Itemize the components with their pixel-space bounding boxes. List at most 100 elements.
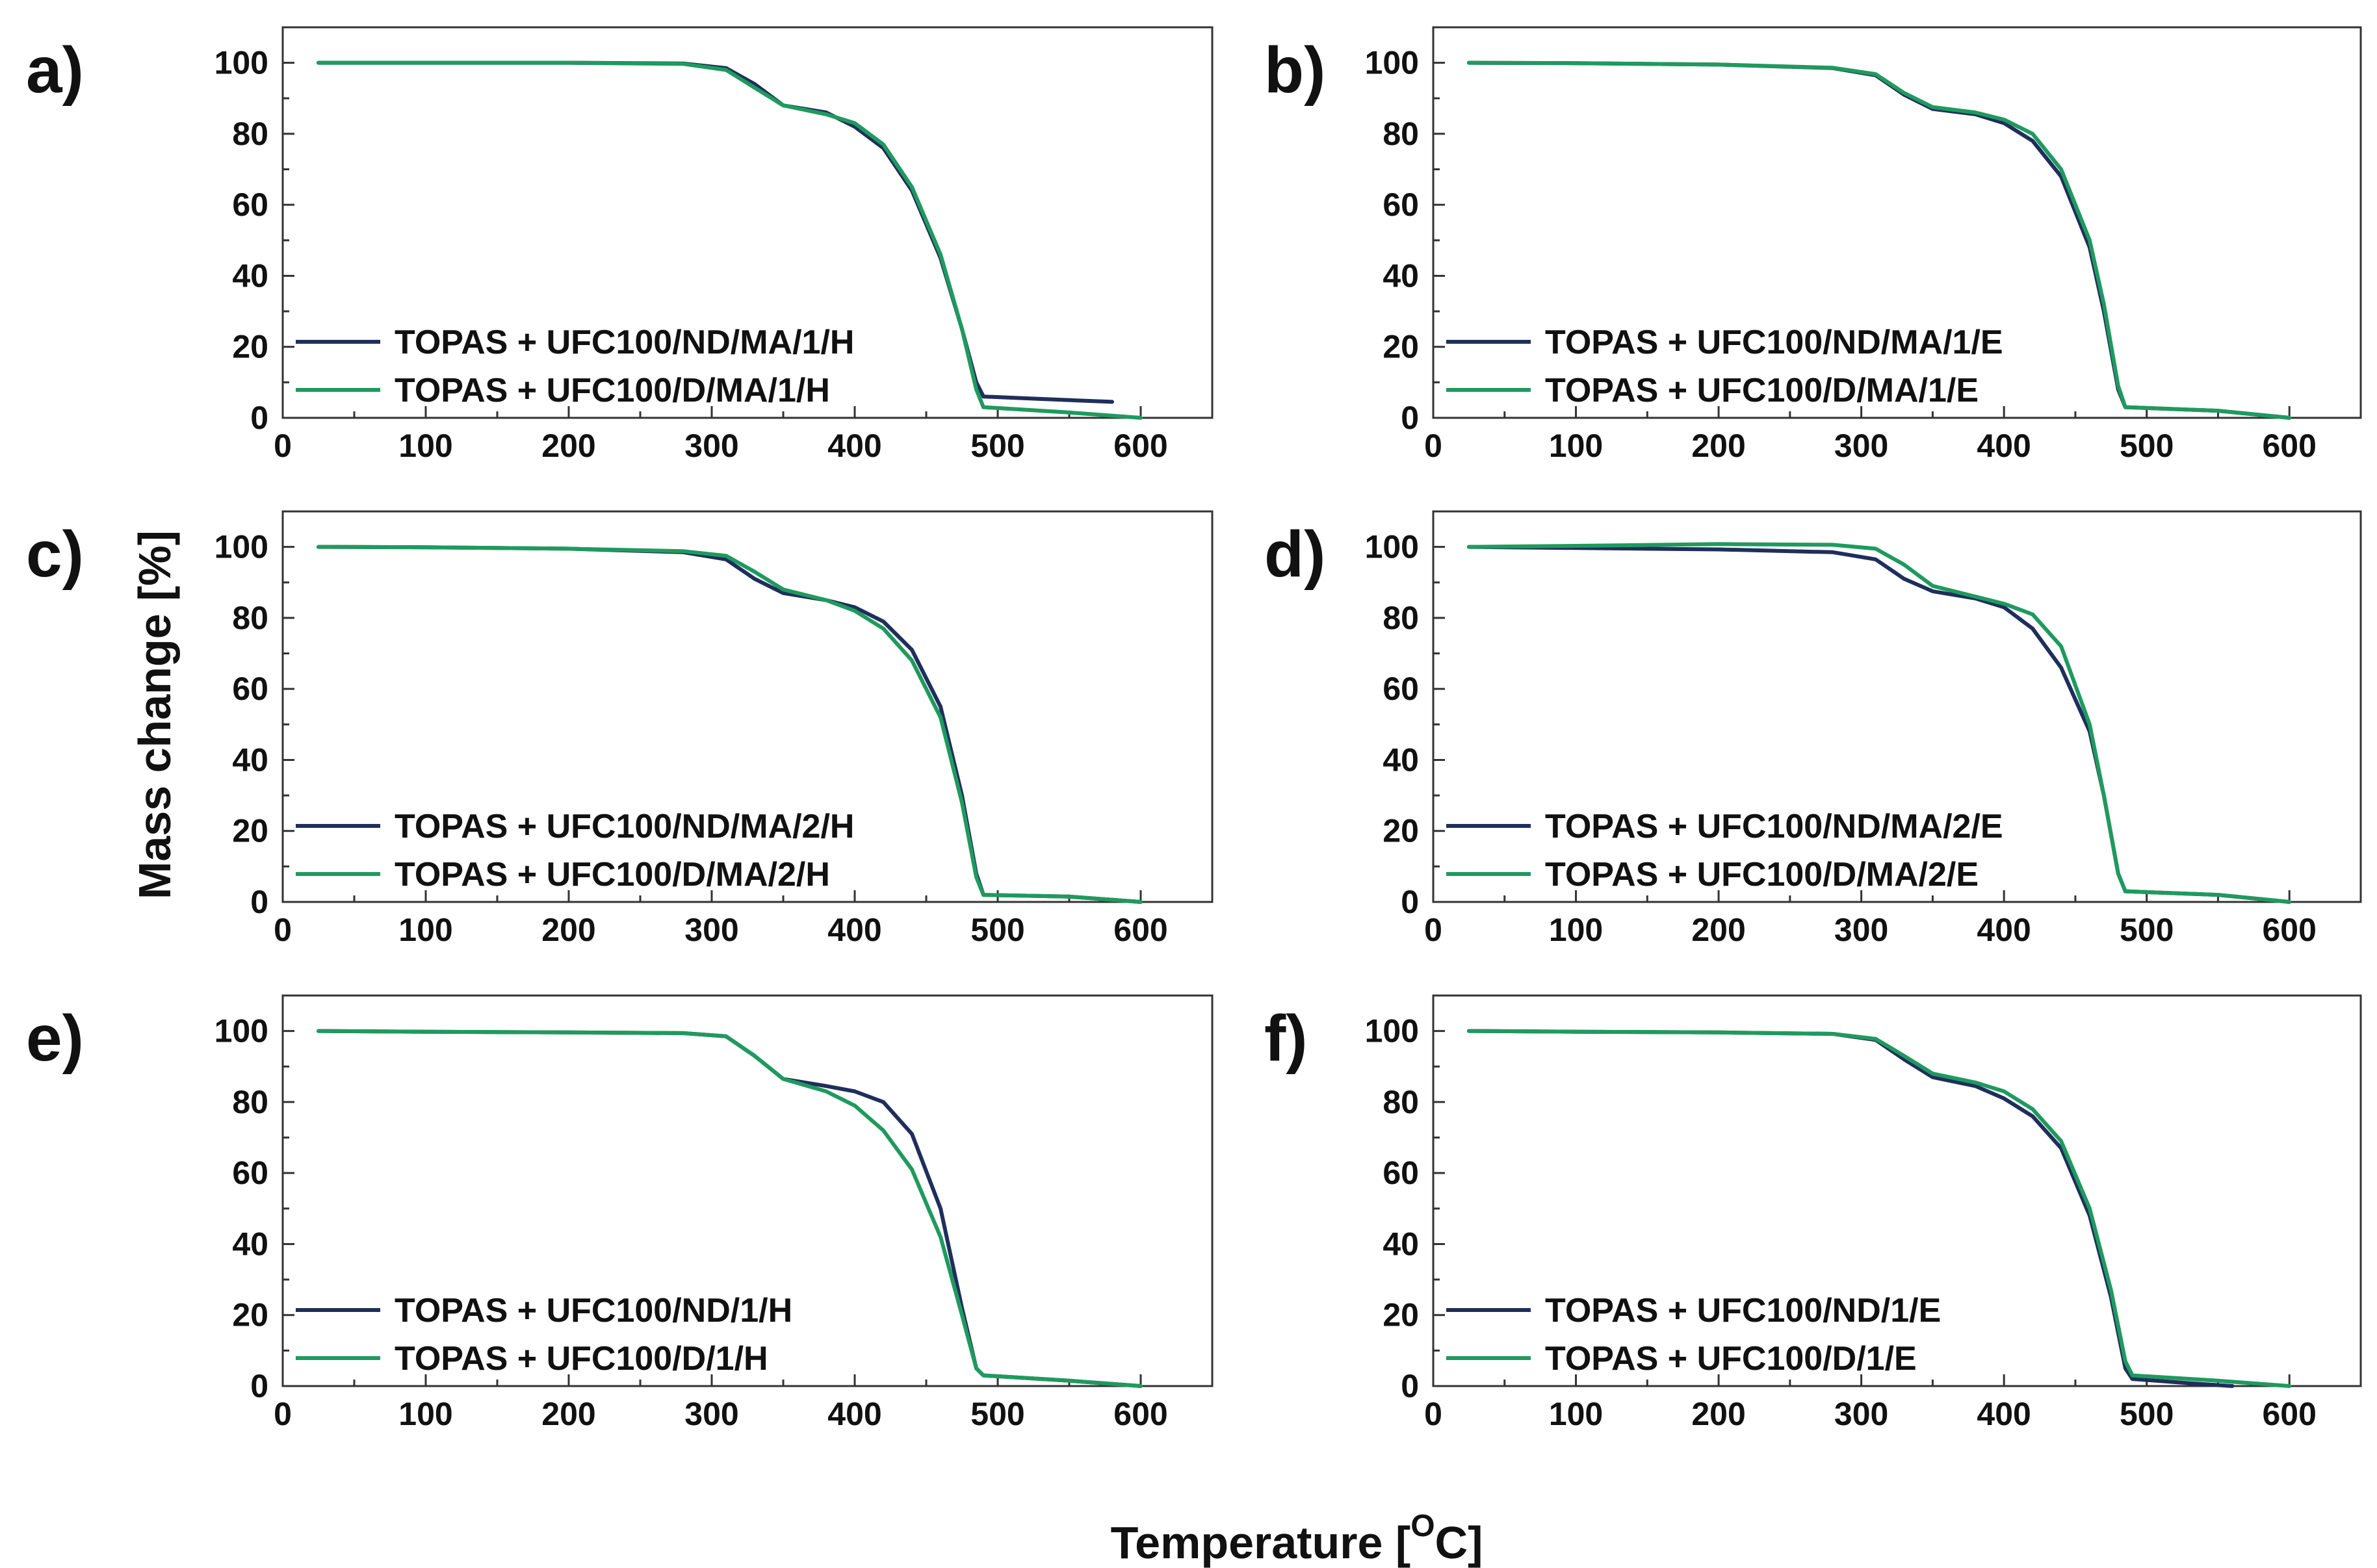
chart-panel-c: c) 0 100 200 300 400 500 600 0 20 40 60 80 100 TOPAS +… [26,510,1214,948]
y-tick-label: 80 [232,600,268,636]
y-tick-label: 20 [1383,813,1419,849]
x-axis-title-main: Temperature [ [1111,1517,1411,1568]
y-tick-label: 60 [1383,1155,1419,1191]
y-tick-label: 80 [1383,116,1419,152]
x-tick-label: 300 [684,912,738,948]
plot-frame [281,26,1214,419]
y-tick-label: 0 [250,1368,268,1404]
x-axis-title-end: C] [1435,1517,1483,1568]
panel-label: d) [1264,518,1325,591]
x-axis-title-superscript: O [1410,1509,1435,1543]
x-tick-label: 400 [1977,428,2031,464]
legend-label-1: TOPAS + UFC100/ND/MA/2/H [395,808,854,845]
y-tick-label: 40 [1383,741,1419,778]
y-tick-label: 0 [1401,400,1419,436]
panel-label: f) [1264,1002,1308,1075]
x-tick-label: 300 [1834,1396,1888,1432]
y-tick-label: 80 [232,1084,268,1120]
y-tick-label: 60 [1383,186,1419,223]
x-tick-label: 600 [2263,912,2317,948]
panel-label: b) [1264,34,1325,107]
panel-label: c) [26,518,84,591]
x-tick-label: 400 [827,428,881,464]
series-line-1 [1466,60,2292,420]
series-line-1 [317,1029,1143,1388]
y-tick-label: 0 [250,400,268,436]
y-tick-label: 80 [1383,600,1419,636]
x-tick-label: 500 [2120,1396,2174,1432]
x-tick-label: 200 [541,428,595,464]
y-tick-label: 20 [232,1297,268,1333]
series-line-2 [1466,542,2292,904]
plot-frame [281,994,1214,1387]
x-tick-label: 0 [274,428,292,464]
x-tick-label: 0 [274,1396,292,1432]
x-tick-label: 500 [2120,912,2174,948]
x-tick-label: 200 [1691,912,1745,948]
legend-label-2: TOPAS + UFC100/D/1/E [1545,1340,1917,1378]
series-line-2 [1466,1029,2292,1388]
y-tick-label: 60 [232,186,268,223]
x-tick-label: 100 [398,912,452,948]
x-tick-label: 600 [1113,1396,1167,1432]
plot-frame [281,510,1214,903]
x-tick-label: 600 [2263,428,2317,464]
x-tick-label: 100 [1549,1396,1603,1432]
series-line-2 [317,60,1143,420]
legend-label-1: TOPAS + UFC100/ND/MA/1/E [1545,324,2003,361]
chart-panel-a: a) 0 100 200 300 400 500 600 0 20 40 60 80 100 TOPAS +… [26,26,1214,464]
y-tick-label: 60 [1383,671,1419,707]
y-tick-label: 0 [1401,1368,1419,1404]
plot-frame [1432,994,2362,1387]
y-tick-label: 40 [232,1226,268,1262]
chart-panel-e: e) 0 100 200 300 400 500 600 0 20 40 60 80 100 TOPAS +… [26,994,1214,1432]
y-tick-label: 100 [1365,529,1419,565]
series-line-2 [317,545,1143,904]
x-tick-label: 200 [541,912,595,948]
plot-frame [1432,510,2362,903]
x-tick-label: 500 [2120,428,2174,464]
x-tick-label: 400 [827,1396,881,1432]
chart-panel-b: b) 0 100 200 300 400 500 600 0 20 40 60 80 100 TOPAS +… [1264,26,2362,464]
y-tick-label: 40 [232,257,268,294]
y-tick-label: 0 [250,884,268,920]
series-line-1 [317,545,1143,904]
x-tick-label: 500 [970,1396,1024,1432]
y-tick-label: 20 [1383,1297,1419,1333]
chart-panel-f: f) 0 100 200 300 400 500 600 0 20 40 60 80 100 TOPAS +… [1264,994,2362,1432]
y-tick-label: 40 [1383,1226,1419,1262]
x-tick-label: 400 [1977,912,2031,948]
x-tick-label: 200 [1691,428,1745,464]
legend-label-1: TOPAS + UFC100/ND/MA/1/H [395,324,854,361]
y-tick-label: 20 [232,813,268,849]
x-tick-label: 100 [1549,428,1603,464]
y-tick-label: 100 [214,1013,268,1049]
x-tick-label: 300 [1834,912,1888,948]
x-axis-title: Temperature [OC] [1111,1509,1483,1568]
y-tick-label: 100 [1365,45,1419,81]
legend-label-2: TOPAS + UFC100/D/MA/1/E [1545,372,1979,409]
y-tick-label: 0 [1401,884,1419,920]
x-tick-label: 200 [541,1396,595,1432]
y-tick-label: 20 [232,329,268,365]
y-tick-label: 100 [214,529,268,565]
x-tick-label: 400 [1977,1396,2031,1432]
x-tick-label: 300 [684,428,738,464]
legend-label-2: TOPAS + UFC100/D/MA/1/H [395,372,830,409]
y-tick-label: 20 [1383,329,1419,365]
y-tick-label: 40 [232,741,268,778]
chart-panel-d: d) 0 100 200 300 400 500 600 0 20 40 60 80 100 TOPAS +… [1264,510,2362,948]
series-line-1 [1466,545,2292,904]
x-tick-label: 100 [1549,912,1603,948]
x-tick-label: 0 [1424,912,1442,948]
panel-label: a) [26,34,84,107]
x-tick-label: 600 [2263,1396,2317,1432]
x-tick-label: 0 [1424,428,1442,464]
legend-label-2: TOPAS + UFC100/D/1/H [395,1340,768,1378]
x-tick-label: 0 [274,912,292,948]
y-tick-label: 80 [232,116,268,152]
legend-label-1: TOPAS + UFC100/ND/MA/2/E [1545,808,2003,845]
y-tick-label: 100 [1365,1013,1419,1049]
